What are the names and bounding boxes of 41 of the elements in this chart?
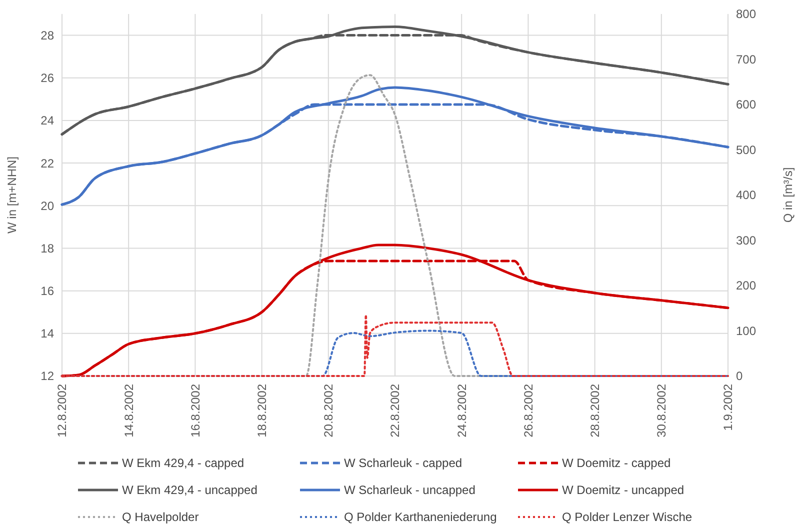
x-tick-label: 28.8.2002 [588,384,602,438]
y2-axis-title: Q in [m³/s] [781,167,795,223]
x-tick-label: 14.8.2002 [122,384,136,438]
y-tick-label: 14 [40,326,54,341]
x-tick-label: 22.8.2002 [388,384,402,438]
y2-tick-label: 600 [736,98,756,112]
legend-label: Q Havelpolder [122,510,199,524]
y-tick-label: 28 [40,28,54,42]
legend-label: W Ekm 429,4 - uncapped [122,483,258,498]
x-tick-label: 1.9.2002 [721,384,736,431]
y-tick-label: 16 [40,284,54,298]
legend-label: W Doemitz - capped [562,456,671,470]
y-tick-label: 18 [40,241,54,256]
x-tick-label: 24.8.2002 [454,384,469,438]
y2-tick-label: 400 [736,188,756,202]
y2-tick-label: 800 [736,7,756,22]
line-series [61,314,729,377]
y-tick-label: 20 [40,198,54,213]
y-tick-label: 22 [40,156,54,170]
legend-label: Q Polder Karthaneniederung [344,510,497,524]
legend-label: W Scharleuk - uncapped [344,483,476,498]
x-tick-label: 30.8.2002 [654,384,669,438]
x-tick-label: 20.8.2002 [322,384,336,438]
legend-label: W Doemitz - uncapped [562,483,684,498]
legend-label: Q Polder Lenzer Wische [562,510,692,524]
y-axis-title: W in [m+NHN] [5,156,19,234]
legend-label: W Scharleuk - capped [344,456,462,470]
y2-tick-label: 300 [736,233,756,248]
x-tick-label: 18.8.2002 [255,384,269,438]
y2-tick-label: 700 [736,52,756,66]
x-tick-label: 26.8.2002 [521,384,536,438]
x-tick-label: 16.8.2002 [188,384,202,438]
y-tick-label: 26 [40,71,54,86]
y2-tick-label: 100 [736,324,756,338]
y2-tick-label: 0 [736,369,743,384]
legend-label: W Ekm 429,4 - capped [122,456,244,470]
y2-tick-label: 500 [736,142,756,157]
y-tick-label: 12 [40,369,54,384]
y-tick-label: 24 [40,114,54,128]
y2-tick-label: 200 [736,278,756,293]
x-tick-label: 12.8.2002 [55,384,70,438]
